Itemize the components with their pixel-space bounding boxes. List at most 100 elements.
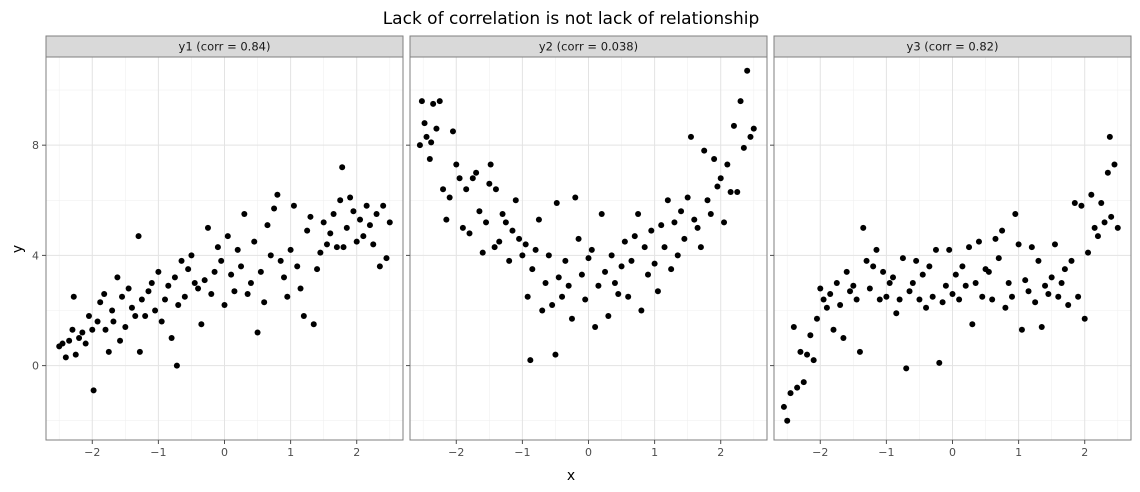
x-tick-label: 0 [221,446,228,459]
data-point [565,282,572,289]
data-point [903,365,910,372]
data-point [923,304,930,311]
data-point [125,285,132,292]
data-point [512,197,519,204]
data-point [664,197,671,204]
data-point [110,318,117,325]
panels-layer: y1 (corr = 0.84) −2 −1 0 1 2 0 4 8 y2 (corr = 0.0… [32,35,1132,459]
x-tick-label: 2 [717,446,724,459]
data-point [952,271,959,278]
data-point [499,211,506,218]
data-point [185,266,192,273]
data-point [254,329,261,336]
data-point [837,301,844,308]
data-point [244,290,251,297]
data-point [456,175,463,182]
data-point [1022,277,1029,284]
data-point [1101,219,1108,226]
data-point [307,213,314,220]
x-axis-title: x [567,468,575,484]
data-point [747,133,754,140]
data-point [568,315,575,322]
data-point [102,326,109,333]
data-point [119,293,126,300]
data-point [929,293,936,300]
data-point [304,227,311,234]
data-point [1071,200,1078,207]
x-tick-label: 2 [1081,446,1088,459]
data-point [76,335,83,342]
data-point [800,379,807,386]
data-point [1065,301,1072,308]
data-point [704,197,711,204]
data-point [85,313,92,320]
data-point [827,290,834,297]
data-point [721,219,728,226]
data-point [671,219,678,226]
data-point [535,216,542,223]
data-point [681,235,688,242]
data-point [618,263,625,270]
data-point [886,279,893,286]
data-point [919,271,926,278]
data-point [446,194,453,201]
data-point [433,125,440,132]
data-point [82,340,89,347]
data-point [843,268,850,275]
data-point [611,279,618,286]
data-point [724,161,731,168]
data-point [588,246,595,253]
data-point [542,279,549,286]
data-point [277,257,284,264]
data-point [790,324,797,331]
x-tick-label: 2 [353,446,360,459]
x-tick-label: 1 [651,446,658,459]
data-point [1075,293,1082,300]
data-point [1009,293,1015,300]
data-point [744,67,751,74]
data-point [1078,202,1085,209]
data-point [426,155,433,162]
data-point [876,296,883,303]
data-point [787,390,794,397]
data-point [810,357,817,364]
data-point [896,296,903,303]
data-point [496,238,503,245]
data-point [257,268,264,275]
data-point [333,244,340,251]
data-point [486,180,493,187]
facet-strip-label: y3 (corr = 0.82) [907,40,999,54]
data-point [635,211,642,218]
data-point [1055,293,1062,300]
data-point [856,348,863,355]
data-point [1028,244,1035,251]
data-point [727,189,734,196]
x-tick-label: −1 [150,446,166,459]
data-point [463,186,470,193]
data-point [366,222,373,229]
facet-panel-1: y1 (corr = 0.84) −2 −1 0 1 2 0 4 8 [32,35,404,459]
data-point [449,128,456,135]
data-point [1061,266,1068,273]
data-point [440,186,447,193]
data-point [294,263,301,270]
data-point [1002,304,1009,311]
data-point [956,296,963,303]
data-point [625,293,632,300]
data-point [697,244,704,251]
data-point [730,122,737,129]
data-point [357,216,364,223]
data-point [459,224,466,231]
data-point [1035,257,1042,264]
x-tick-label: 1 [287,446,294,459]
data-point [376,263,383,270]
data-point [284,293,291,300]
data-point [860,224,867,231]
data-point [1032,299,1039,306]
data-point [985,268,992,275]
data-point [261,299,268,306]
data-point [132,313,139,320]
data-point [668,266,675,273]
data-point [204,224,211,231]
facet-strip-label: y2 (corr = 0.038) [539,40,638,54]
